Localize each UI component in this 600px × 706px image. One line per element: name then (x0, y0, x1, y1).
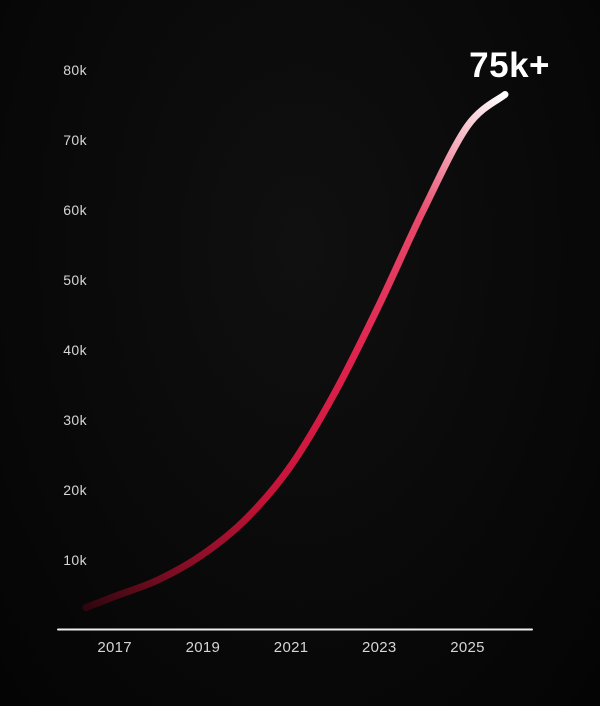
x-tick-label: 2021 (274, 639, 309, 656)
y-tick-label: 70k (63, 132, 87, 148)
y-tick-label: 60k (63, 202, 87, 218)
x-tick-label: 2023 (362, 639, 397, 656)
y-tick-label: 80k (63, 62, 87, 78)
y-tick-label: 10k (63, 552, 87, 568)
x-tick-label: 2019 (186, 639, 221, 656)
y-tick-label: 50k (63, 272, 87, 288)
y-tick-label: 40k (63, 342, 87, 358)
y-tick-label: 30k (63, 412, 87, 428)
x-tick-label: 2025 (450, 639, 485, 656)
peak-value-label: 75k+ (469, 46, 550, 85)
data-series-line (82, 91, 509, 612)
y-tick-label: 20k (63, 482, 87, 498)
x-tick-label: 2017 (97, 639, 132, 656)
